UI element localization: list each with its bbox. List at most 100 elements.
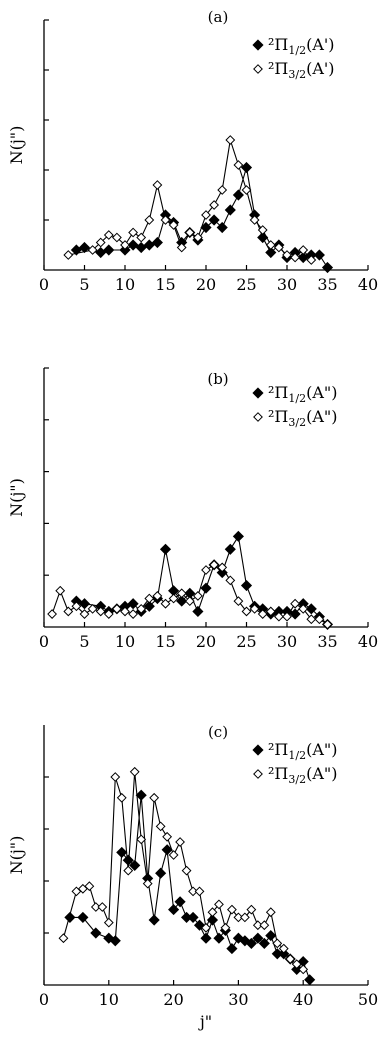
x-tick-label: 25 xyxy=(236,275,256,294)
series-filled xyxy=(70,530,334,630)
data-point xyxy=(224,204,236,216)
data-point xyxy=(47,609,58,619)
data-point xyxy=(90,927,102,939)
data-point xyxy=(127,598,139,610)
data-point xyxy=(278,948,290,960)
data-point xyxy=(87,603,98,614)
data-point xyxy=(216,221,228,234)
x-tick-label: 30 xyxy=(228,990,248,1009)
data-point xyxy=(304,974,316,986)
data-point xyxy=(257,609,268,619)
legend-label: ²Π3/2(A") xyxy=(268,764,337,786)
data-point xyxy=(95,237,106,248)
x-tick-label: 5 xyxy=(79,275,89,294)
data-point xyxy=(213,932,225,944)
data-point xyxy=(291,959,302,970)
data-point xyxy=(144,593,155,604)
data-point xyxy=(252,932,264,944)
data-point xyxy=(241,606,252,617)
chart-title: (a) xyxy=(208,8,229,26)
x-tick-label: 10 xyxy=(115,275,135,294)
data-point xyxy=(258,937,270,949)
data-point xyxy=(95,246,107,259)
data-point xyxy=(241,185,252,195)
data-point xyxy=(290,252,301,263)
data-point xyxy=(257,225,268,235)
data-point xyxy=(282,611,292,622)
data-point xyxy=(227,904,237,915)
data-point xyxy=(103,917,114,928)
data-point xyxy=(322,619,333,630)
data-point xyxy=(209,200,220,210)
data-point xyxy=(305,603,317,615)
data-point xyxy=(208,214,220,226)
data-point xyxy=(97,902,108,912)
x-tick-label: 10 xyxy=(99,990,119,1009)
data-point xyxy=(240,161,253,174)
data-point xyxy=(136,603,147,614)
data-point xyxy=(259,920,270,931)
data-point xyxy=(128,609,139,619)
data-point xyxy=(192,232,203,243)
data-point xyxy=(143,600,155,612)
data-point xyxy=(55,585,66,596)
data-point xyxy=(265,930,277,942)
chart-title: (c) xyxy=(208,723,228,741)
data-point xyxy=(306,614,317,625)
x-tick-label: 0 xyxy=(39,275,49,294)
data-point xyxy=(224,543,236,555)
data-point xyxy=(84,881,95,892)
data-point xyxy=(110,772,121,782)
data-point xyxy=(120,240,130,250)
data-point xyxy=(249,603,260,614)
chart-panel-b: 0 5 10 15 20 25 30 35 40 (b) N(j") ²Π1/2(A")²Π3/2(A… xyxy=(7,367,378,651)
data-point xyxy=(232,530,244,542)
data-point xyxy=(278,943,289,954)
y-axis-label: N(j") xyxy=(7,836,26,875)
legend-marker xyxy=(252,39,264,51)
data-point xyxy=(129,766,140,777)
data-point xyxy=(226,943,238,955)
data-point xyxy=(249,215,260,225)
data-point xyxy=(162,831,173,842)
x-tick-label: 15 xyxy=(155,632,175,651)
x-tick-label: 20 xyxy=(163,990,183,1009)
x-tick-label: 5 xyxy=(79,632,89,651)
data-point xyxy=(225,575,236,586)
data-point xyxy=(273,242,284,253)
data-point xyxy=(282,250,292,260)
data-point xyxy=(63,606,74,617)
legend-label: ²Π1/2(A") xyxy=(268,383,337,405)
legend-label: ²Π1/2(A") xyxy=(268,740,337,762)
data-point xyxy=(78,241,91,254)
data-point xyxy=(128,227,139,238)
series-open xyxy=(47,559,333,630)
data-point xyxy=(200,582,212,594)
legend-label: ²Π3/2(A') xyxy=(268,59,335,81)
data-point xyxy=(119,244,131,256)
data-point xyxy=(239,912,250,923)
series-open xyxy=(58,766,309,975)
data-point xyxy=(103,244,115,256)
data-point xyxy=(194,886,205,897)
data-point xyxy=(87,245,98,255)
legend-marker xyxy=(253,64,263,74)
chart-panel-c: 0 10 20 30 40 50 (c) N(j") j" ²Π1/2(A")²Π3/2(A") xyxy=(7,723,378,1031)
data-point xyxy=(306,255,317,265)
x-tick-label: 0 xyxy=(39,632,49,651)
data-point xyxy=(272,938,283,949)
data-point xyxy=(176,588,187,599)
data-point xyxy=(245,937,257,949)
data-point xyxy=(168,593,179,604)
data-point xyxy=(111,232,122,243)
data-point xyxy=(168,220,179,230)
data-point xyxy=(71,601,82,612)
data-point xyxy=(184,227,195,238)
data-point xyxy=(298,964,309,975)
x-tick-label: 30 xyxy=(277,275,297,294)
data-point xyxy=(216,567,228,579)
data-point xyxy=(63,250,74,260)
legend-label: ²Π3/2(A") xyxy=(268,407,337,429)
